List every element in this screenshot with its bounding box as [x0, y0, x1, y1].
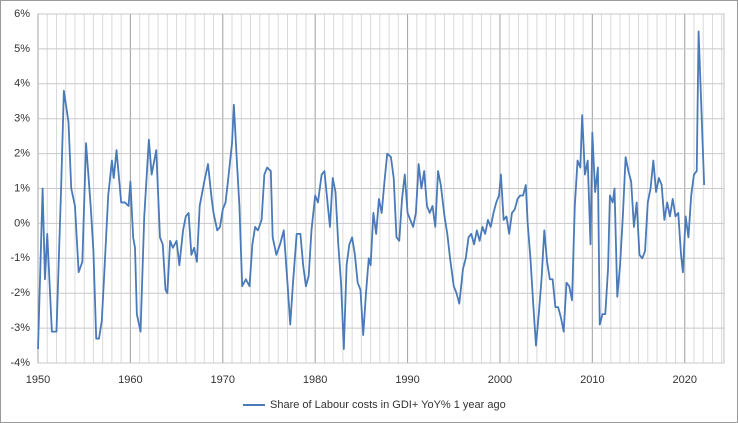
y-tick-label: -1% [10, 252, 30, 264]
y-tick-label: 0% [14, 217, 30, 229]
x-tick-label: 1960 [118, 374, 142, 386]
x-tick-label: 2010 [580, 374, 604, 386]
y-tick-label: -4% [10, 357, 30, 369]
legend-label: Share of Labour costs in GDI+ YoY% 1 yea… [270, 399, 506, 411]
y-tick-label: 5% [14, 43, 30, 55]
y-tick-label: 3% [14, 113, 30, 125]
x-tick-label: 2020 [672, 374, 696, 386]
y-tick-label: -3% [10, 322, 30, 334]
y-tick-label: 6% [14, 8, 30, 20]
data-line [37, 30, 706, 350]
x-tick-label: 1980 [303, 374, 327, 386]
y-tick-label: -2% [10, 287, 30, 299]
y-tick-label: 1% [14, 182, 30, 194]
x-tick-label: 1950 [26, 374, 50, 386]
x-tick-label: 2000 [488, 374, 512, 386]
y-tick-label: 2% [14, 148, 30, 160]
y-tick-label: 4% [14, 78, 30, 90]
x-tick-label: 1970 [211, 374, 235, 386]
x-tick-label: 1990 [395, 374, 419, 386]
